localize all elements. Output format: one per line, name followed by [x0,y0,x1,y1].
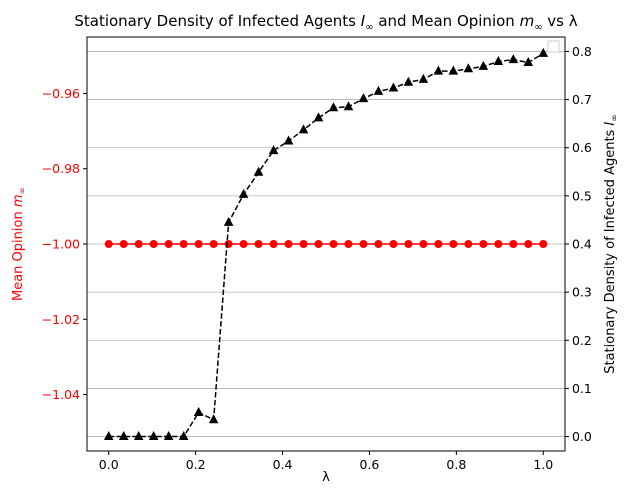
y-right-tick-label: 0.6 [572,140,592,155]
mean-opinion-point [299,240,308,248]
infected-density-point [268,145,279,155]
legend-box [547,40,560,53]
infected-density-point [328,102,339,112]
x-tick-label: 1.0 [533,457,553,472]
y-left-tick-label: −0.98 [42,161,80,176]
mean-opinion-point [524,240,533,248]
mean-opinion-point [254,240,263,248]
mean-opinion-point [464,240,473,248]
infected-density-point [478,60,489,70]
infected-density-point [133,431,144,441]
mean-opinion-point [284,240,293,248]
infected-density-point [313,112,324,122]
y-right-tick-label: 0.3 [572,285,592,300]
infected-density-point [103,431,114,441]
mean-opinion-point [434,240,443,248]
infected-density-point [523,57,534,67]
x-tick-label: 0.0 [99,457,119,472]
mean-opinion-point [374,240,383,248]
mean-opinion-point [479,240,488,248]
mean-opinion-point [239,240,248,248]
infected-density-point [163,431,174,441]
infected-density-point [418,73,429,83]
mean-opinion-point [314,240,323,248]
y-right-tick-label: 0.7 [572,92,592,107]
infected-density-point [178,431,189,441]
mean-opinion-point [179,240,188,248]
mean-opinion-point [164,240,173,248]
y-left-tick-label: −1.02 [42,312,80,327]
y-right-tick-label: 0.1 [572,381,592,396]
infected-density-point [148,431,159,441]
mean-opinion-point [329,240,338,248]
infected-density-point [493,56,504,66]
mean-opinion-point [359,240,368,248]
mean-opinion-point [509,240,518,248]
infected-density-point [388,82,399,92]
y-right-tick-label: 0.2 [572,333,592,348]
infected-density-point [373,85,384,95]
infected-density-point [448,65,459,75]
infected-density-point [253,166,264,176]
infected-density-point [298,124,309,134]
mean-opinion-point [269,240,278,248]
mean-opinion-point [134,240,143,248]
mean-opinion-point [449,240,458,248]
infected-density-point [343,101,354,111]
infected-density-point [508,54,519,64]
x-tick-label: 0.2 [186,457,206,472]
mean-opinion-point [419,240,428,248]
right-axis-label: Stationary Density of Infected Agents I∞ [603,114,620,374]
infected-density-point [358,93,369,103]
y-right-tick-label: 0.4 [572,237,592,252]
y-right-tick-label: 0.0 [572,429,592,444]
plot-series [103,47,549,441]
x-tick-label: 0.4 [273,457,293,472]
mean-opinion-point [344,240,353,248]
y-left-tick-label: −0.96 [42,86,80,101]
left-axis-ticks: −1.04 −1.02 −1.00 −0.98 −0.96 [42,86,87,402]
chart-title: Stationary Density of Infected Agents I∞… [74,12,577,33]
x-tick-label: 0.8 [446,457,466,472]
mean-opinion-point [404,240,413,248]
y-right-tick-label: 0.5 [572,188,592,203]
mean-opinion-point [149,240,158,248]
x-tick-label: 0.6 [360,457,380,472]
mean-opinion-point [389,240,398,248]
y-right-tick-label: 0.8 [572,44,592,59]
infected-density-point [403,76,414,86]
y-left-tick-label: −1.04 [42,387,80,402]
mean-opinion-point [194,240,203,248]
mean-opinion-point [104,240,113,248]
mean-opinion-point [119,240,128,248]
infected-density-point [238,188,249,198]
infected-density-point [223,216,234,226]
x-axis-label: λ [322,470,330,485]
infected-density-point [433,65,444,75]
left-axis-label: Mean Opinion m∞ [11,187,28,301]
infected-density-point [118,431,129,441]
right-axis-ticks: 0.0 0.1 0.2 0.3 0.4 0.5 0.6 0.7 0.8 [565,44,592,444]
mean-opinion-point [494,240,503,248]
mean-opinion-point [224,240,233,248]
infected-density-point [283,135,294,145]
y-left-tick-label: −1.00 [42,237,80,252]
x-axis-ticks: 0.0 0.2 0.4 0.6 0.8 1.0 [99,451,553,472]
mean-opinion-point [539,240,548,248]
infected-density-point [538,47,549,57]
mean-opinion-point [209,240,218,248]
infected-density-point [208,414,219,424]
infected-density-point [193,406,204,416]
infected-density-point [463,63,474,73]
